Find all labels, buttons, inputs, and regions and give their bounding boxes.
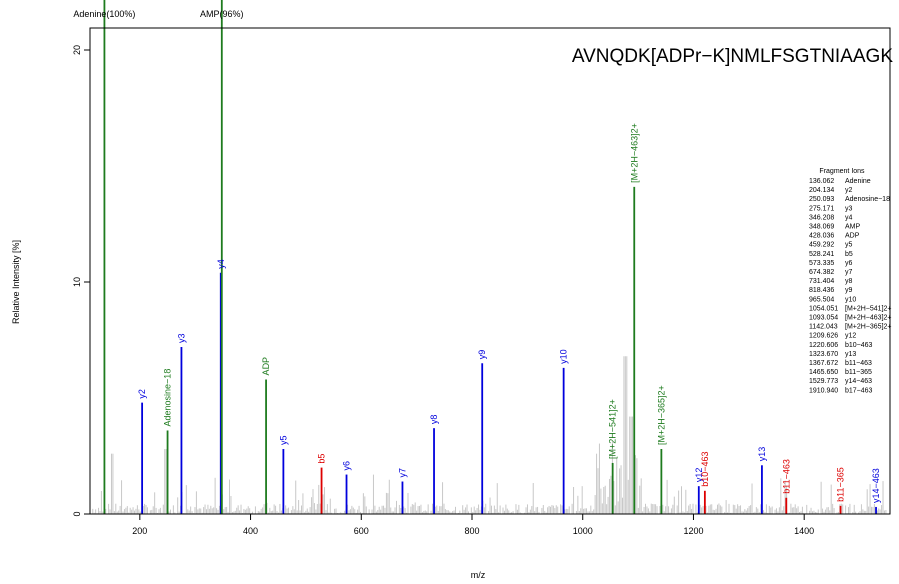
legend-ion: [M+2H−463]2+: [845, 315, 892, 322]
peak-label-y10: y10: [559, 349, 569, 364]
y-axis-label: Relative Intensity [%]: [11, 240, 21, 324]
legend-ion: [M+2H−365]2+: [845, 324, 892, 331]
legend-mz: 1142.043: [809, 324, 838, 331]
peak-label-b10−463: b10−463: [700, 452, 710, 487]
legend-ion: y12: [845, 333, 856, 340]
legend-ion: Adenine: [845, 178, 871, 185]
peak-label-Adenine(100%): Adenine(100%): [73, 9, 135, 19]
peak-label-y14−463: y14−463: [871, 468, 881, 503]
legend-ion: y8: [845, 278, 853, 285]
legend-mz: 1054.051: [809, 305, 838, 312]
legend-ion: b5: [845, 251, 853, 258]
peak-label-y5: y5: [278, 436, 288, 446]
legend-mz: 250.093: [809, 196, 834, 203]
y-tick-label: 0: [72, 511, 82, 516]
background-peaks: [92, 356, 888, 514]
legend-mz: 528.241: [809, 251, 834, 258]
legend-mz: 731.404: [809, 278, 834, 285]
legend-mz: 204.134: [809, 187, 834, 194]
legend-ion: AMP: [845, 224, 861, 231]
legend-mz: 1220.606: [809, 342, 838, 349]
peak-label-y3: y3: [176, 333, 186, 343]
peak-label-y7: y7: [397, 468, 407, 478]
legend-mz: 818.436: [809, 287, 834, 294]
legend-mz: 573.335: [809, 260, 834, 267]
peak-label-Adenosine−18: Adenosine−18: [163, 369, 173, 427]
chart-title: AVNQDK[ADPr−K]NMLFSGTNIAAGK: [572, 46, 893, 67]
peak-label-b5: b5: [317, 454, 327, 464]
peak-label-y8: y8: [429, 415, 439, 425]
peak-label-y12: y12: [694, 468, 704, 483]
peak-label-y2: y2: [137, 389, 147, 399]
peak-labels: y2 y3 y4 y5 y6 y7 y8 y9 y10 y12 y13 y14−463 b5 b10−46…: [73, 9, 881, 503]
peak-label-AMP(96%): AMP(96%): [200, 9, 244, 19]
legend-ion: ADP: [845, 233, 860, 240]
x-tick-label: 200: [132, 526, 147, 536]
legend-ion: b11−463: [845, 360, 872, 367]
x-axis-label: m/z: [471, 570, 486, 580]
legend-ion: y4: [845, 214, 853, 221]
peak-label-ADP: ADP: [261, 357, 271, 376]
legend-mz: 1529.773: [809, 378, 838, 385]
peak-label-y9: y9: [477, 350, 487, 360]
x-tick-label: 1000: [573, 526, 593, 536]
annotated-peaks: [103, 0, 877, 514]
legend-mz: 674.382: [809, 269, 834, 276]
legend-title: Fragment Ions: [819, 168, 865, 175]
legend-ion: y2: [845, 187, 853, 194]
legend-mz: 965.504: [809, 296, 834, 303]
legend-mz: 428.036: [809, 233, 834, 240]
y-tick-label: 10: [72, 277, 82, 287]
axes: 200 400 600 800 1000 1200 1400 0 10 20: [72, 27, 891, 536]
legend-mz: 1465.650: [809, 369, 838, 376]
legend-ion: y9: [845, 287, 853, 294]
peak-label-b11−365: b11−365: [836, 467, 846, 502]
legend-ion: b10−463: [845, 342, 873, 349]
x-tick-label: 400: [243, 526, 258, 536]
legend-mz: 1910.940: [809, 387, 838, 394]
legend-ion: y5: [845, 242, 853, 249]
legend-mz: 459.292: [809, 242, 834, 249]
legend-mz: 275.171: [809, 205, 834, 212]
peak-label-y4: y4: [216, 259, 226, 269]
legend-ion: y6: [845, 260, 853, 267]
legend-mz: 346.208: [809, 214, 834, 221]
peak-label-[M+2H−541]2+: [M+2H−541]2+: [608, 399, 618, 459]
legend-ion: y3: [845, 205, 853, 212]
peak-label-[M+2H−365]2+: [M+2H−365]2+: [656, 385, 666, 445]
legend-ion: y7: [845, 269, 853, 276]
fragment-ions-legend: Fragment Ions 136.062 Adenine 204.134 y2 250…: [809, 168, 892, 394]
legend-ion: Adenosine−18: [845, 196, 890, 203]
legend-mz: 348.069: [809, 224, 834, 231]
x-tick-label: 1200: [683, 526, 703, 536]
peak-label-[M+2H−463]2+: [M+2H−463]2+: [629, 123, 639, 183]
x-tick-label: 600: [354, 526, 369, 536]
legend-mz: 1323.670: [809, 351, 838, 358]
legend-mz: 1209.626: [809, 333, 838, 340]
plot-frame: [89, 27, 891, 515]
x-tick-label: 1400: [794, 526, 814, 536]
peak-label-y6: y6: [342, 461, 352, 471]
peak-label-y13: y13: [757, 447, 767, 462]
legend-ion: b11−365: [845, 369, 872, 376]
legend-ion: y14−463: [845, 378, 872, 385]
legend-ion: b17−463: [845, 387, 873, 394]
x-tick-label: 800: [464, 526, 479, 536]
peak-label-b11−463: b11−463: [781, 459, 791, 494]
legend-ion: y13: [845, 351, 856, 358]
legend-ion: y10: [845, 296, 856, 303]
legend-ion: [M+2H−541]2+: [845, 305, 892, 312]
legend-mz: 136.062: [809, 178, 834, 185]
y-tick-label: 20: [72, 45, 82, 55]
legend-mz: 1367.672: [809, 360, 838, 367]
legend-mz: 1093.054: [809, 315, 838, 322]
